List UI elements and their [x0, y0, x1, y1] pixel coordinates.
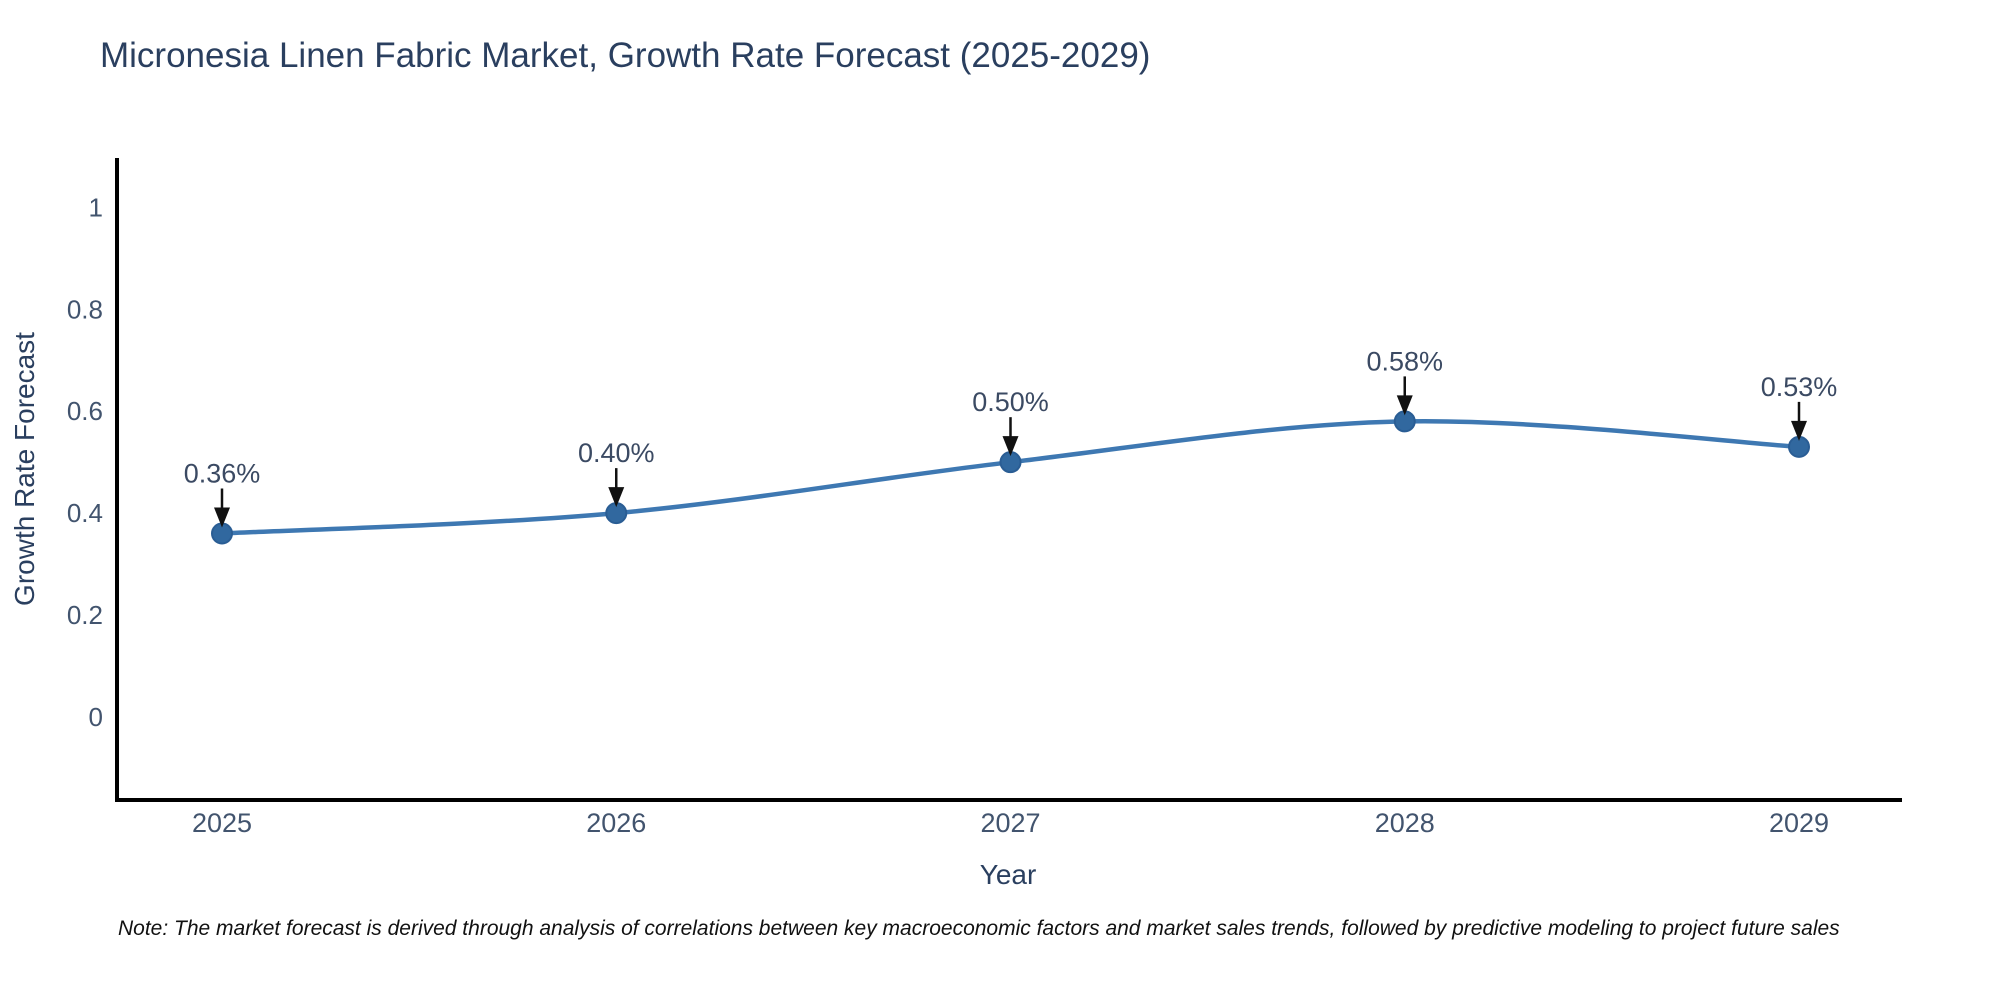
y-tick-label: 0.6: [67, 396, 103, 426]
y-tick-label: 1: [89, 192, 103, 222]
x-tick-label: 2026: [586, 808, 646, 838]
y-tick-label: 0.2: [67, 600, 103, 630]
y-tick-label: 0.8: [67, 294, 103, 324]
x-tick-label: 2029: [1769, 808, 1829, 838]
point-value-label: 0.58%: [1366, 346, 1443, 376]
annotation-arrowhead: [608, 487, 625, 508]
x-tick-label: 2028: [1375, 808, 1435, 838]
annotation-arrowhead: [1791, 420, 1807, 441]
point-value-label: 0.53%: [1761, 372, 1838, 402]
annotation-arrowhead: [214, 507, 230, 528]
point-value-label: 0.40%: [578, 438, 655, 468]
annotation-arrowhead: [1002, 436, 1019, 457]
y-tick-label: 0: [89, 702, 103, 732]
annotation-arrowhead: [1396, 395, 1413, 416]
chart-title: Micronesia Linen Fabric Market, Growth R…: [100, 36, 1151, 75]
point-value-label: 0.50%: [972, 387, 1049, 417]
point-value-label: 0.36%: [184, 459, 261, 489]
x-axis-title: Year: [979, 859, 1037, 890]
x-tick-label: 2025: [192, 808, 252, 838]
footnote: Note: The market forecast is derived thr…: [118, 917, 1840, 940]
x-tick-label: 2027: [980, 808, 1040, 838]
y-tick-label: 0.4: [67, 498, 103, 528]
